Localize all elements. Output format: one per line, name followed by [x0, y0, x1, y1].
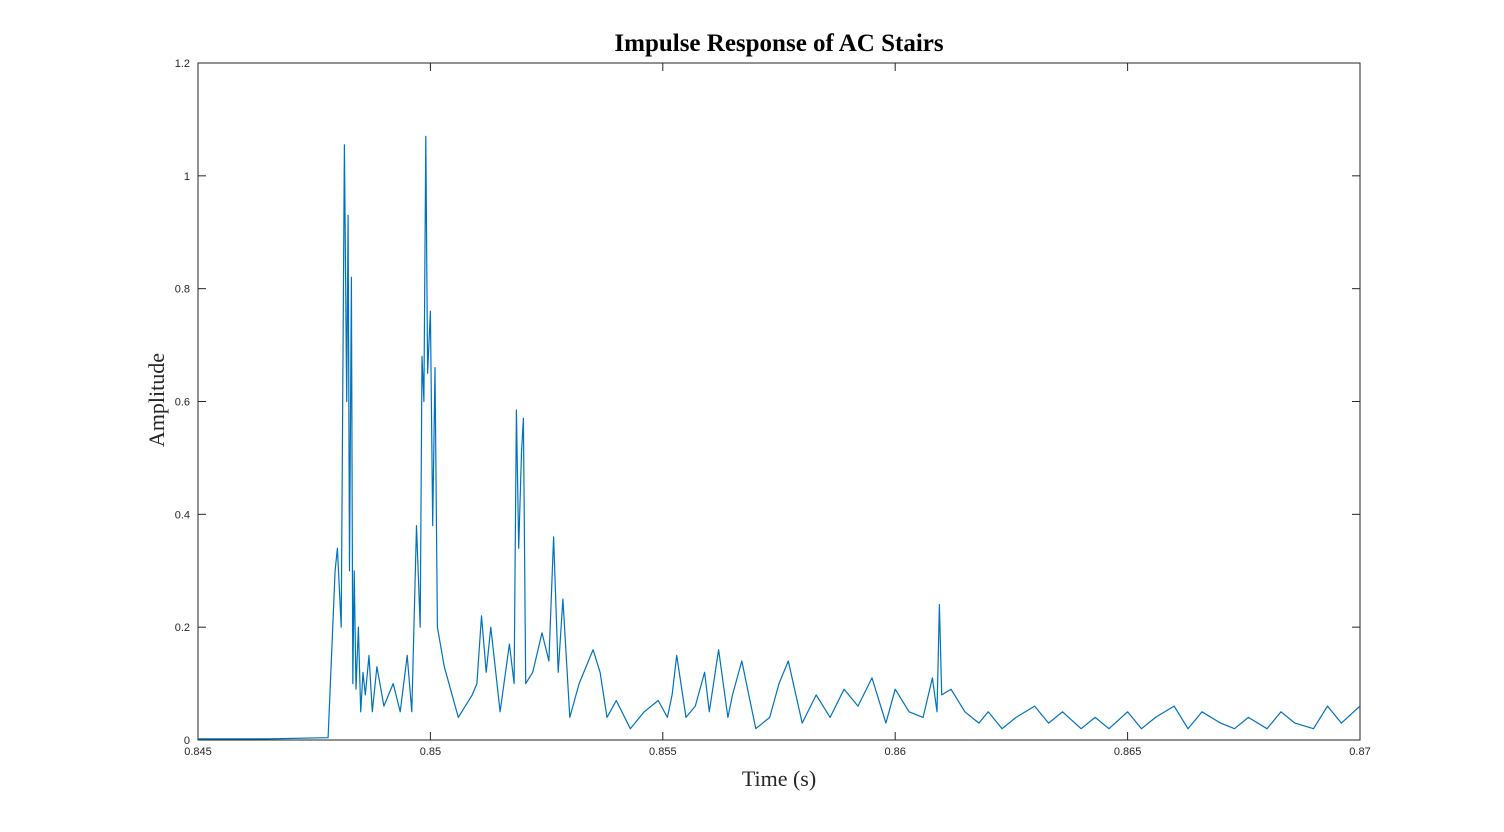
x-tick-label: 0.845: [184, 746, 212, 758]
y-tick-label: 0.8: [175, 284, 190, 296]
y-tick-label: 1.2: [175, 58, 190, 70]
x-tick-label: 0.855: [649, 746, 677, 758]
chart-title: Impulse Response of AC Stairs: [614, 30, 943, 57]
x-axis-label: Time (s): [742, 766, 816, 791]
x-tick-label: 0.87: [1349, 746, 1370, 758]
y-tick-label: 0.2: [175, 622, 190, 634]
x-tick-label: 0.85: [420, 746, 441, 758]
plot-area: [197, 62, 1361, 741]
impulse-response-line: [198, 135, 1361, 740]
y-axis-label: Amplitude: [144, 353, 169, 447]
y-tick-label: 0.6: [175, 397, 190, 409]
y-tick-label: 0: [184, 735, 190, 747]
y-tick-label: 0.4: [175, 509, 190, 521]
axis-ticks: [197, 62, 1361, 741]
tick-labels: 0.845 0.85 0.855 0.86 0.865 0.87 0 0.2 0.4 0.6 0.8…: [175, 58, 1371, 758]
y-tick-label: 1: [184, 171, 190, 183]
x-tick-label: 0.86: [884, 746, 905, 758]
x-tick-label: 0.865: [1114, 746, 1142, 758]
